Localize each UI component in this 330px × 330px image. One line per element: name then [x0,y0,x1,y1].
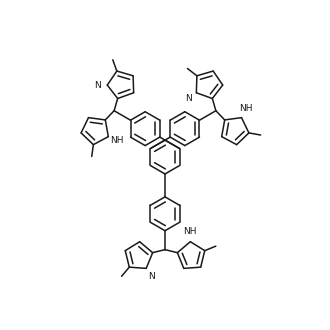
Text: N: N [94,81,101,90]
Text: N: N [185,94,191,103]
Text: NH: NH [111,137,124,146]
Text: NH: NH [240,104,253,113]
Text: NH: NH [183,227,196,236]
Text: N: N [148,272,155,281]
